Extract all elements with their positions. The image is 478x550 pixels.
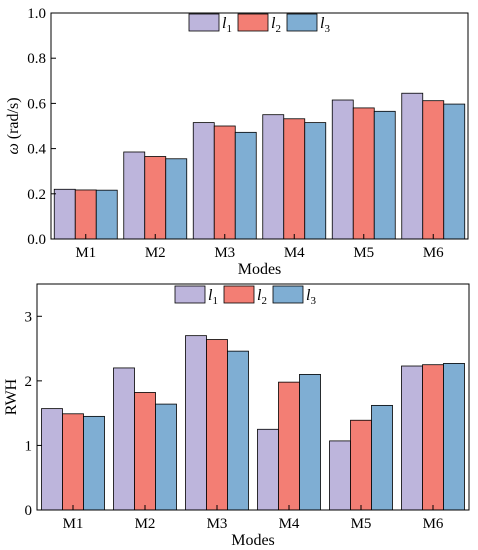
bar-m3-series-1 xyxy=(192,122,215,240)
bar-m6-series-1 xyxy=(401,92,424,240)
x-axis-label: Modes xyxy=(231,532,275,549)
x-tick-label-m1: M1 xyxy=(63,516,84,532)
x-tick-label-m6: M6 xyxy=(423,516,444,532)
x-tick-label-m1: M1 xyxy=(75,245,96,261)
bar-m2-series-1 xyxy=(113,367,135,511)
legend-swatch-2 xyxy=(237,13,269,32)
bar-m2-series-1 xyxy=(123,151,146,240)
legend: l1 l2 l3 xyxy=(174,285,316,307)
bar-m3-series-1 xyxy=(185,335,207,511)
x-tick-label-m2: M2 xyxy=(145,245,166,261)
y-tick-label: 3 xyxy=(25,309,33,325)
legend-swatch-1 xyxy=(188,13,220,32)
bar-m4-series-1 xyxy=(257,428,279,511)
legend-swatch-1 xyxy=(174,285,206,304)
plot-frame xyxy=(36,283,470,511)
bar-m1-series-1 xyxy=(53,188,76,240)
chart-angular-frequency: 0.0 0.2 0.4 0.6 0.8 1.0 M1 M2 M3 M4 M5 M6 Modes ω (ra… xyxy=(5,6,469,278)
bar-m6-series-3 xyxy=(443,363,465,511)
y-tick-label: 0.8 xyxy=(27,51,46,67)
bar-m4-series-2 xyxy=(278,381,300,511)
y-tick-label: 0.0 xyxy=(27,232,46,248)
y-tick-label: 1.0 xyxy=(27,6,46,22)
y-tick-label: 0.4 xyxy=(27,142,46,158)
x-tick-label-m3: M3 xyxy=(207,516,228,532)
bar-m5-series-3 xyxy=(371,404,393,511)
bar-m1-series-3 xyxy=(83,415,105,511)
bar-m4-series-3 xyxy=(304,122,327,240)
legend-label-1: l1 xyxy=(222,15,232,35)
bar-m4-series-1 xyxy=(262,114,285,240)
bar-m5-series-1 xyxy=(329,440,351,511)
bar-m2-series-3 xyxy=(165,158,188,240)
bar-m5-series-2 xyxy=(352,107,375,240)
y-tick-label: 0.2 xyxy=(27,187,46,203)
y-axis-label: ω (rad/s) xyxy=(5,97,22,154)
bar-m3-series-3 xyxy=(234,131,257,240)
bar-m1-series-2 xyxy=(74,189,97,240)
plot-frame xyxy=(50,12,469,240)
bar-m2-series-2 xyxy=(144,156,167,240)
legend-label-3: l3 xyxy=(306,287,316,307)
bar-m1-series-2 xyxy=(62,413,84,511)
bar-m2-series-3 xyxy=(155,403,177,511)
bar-m3-series-2 xyxy=(213,125,236,240)
bar-m6-series-3 xyxy=(443,103,466,240)
legend-label-3: l3 xyxy=(320,15,330,35)
y-tick-label: 1 xyxy=(25,438,33,454)
legend-label-2: l2 xyxy=(257,287,267,307)
y-axis-unit: (rad/s) xyxy=(5,97,22,143)
y-tick-label: 2 xyxy=(25,374,33,390)
bar-m5-series-1 xyxy=(331,99,354,240)
x-axis-label: Modes xyxy=(238,261,282,278)
legend-swatch-3 xyxy=(286,13,318,32)
x-tick-label-m3: M3 xyxy=(214,245,235,261)
legend-label-1: l1 xyxy=(208,287,218,307)
y-axis-symbol: ω xyxy=(5,143,22,154)
x-tick-label-m5: M5 xyxy=(353,245,374,261)
x-tick-label-m4: M4 xyxy=(284,245,305,261)
bar-m5-series-3 xyxy=(373,110,396,240)
x-tick-label-m4: M4 xyxy=(279,516,300,532)
legend: l1 l2 l3 xyxy=(188,13,330,35)
bar-m3-series-3 xyxy=(227,350,249,511)
bar-m6-series-2 xyxy=(422,100,445,240)
y-tick-label: 0.6 xyxy=(27,96,46,112)
legend-swatch-3 xyxy=(272,285,304,304)
x-tick-label-m5: M5 xyxy=(351,516,372,532)
x-tick-label-m6: M6 xyxy=(423,245,444,261)
bar-m3-series-2 xyxy=(206,339,228,511)
bar-m4-series-2 xyxy=(283,118,306,240)
y-axis-label: RWH xyxy=(3,378,20,415)
bar-m6-series-2 xyxy=(422,364,444,511)
bar-m5-series-2 xyxy=(350,419,372,511)
x-tick-label-m2: M2 xyxy=(135,516,156,532)
legend-swatch-2 xyxy=(223,285,255,304)
bar-m6-series-1 xyxy=(401,365,423,511)
chart-rwh: 0 1 2 3 M1 M2 M3 M4 M5 M6 Modes RWH l1 l2 l3 xyxy=(3,283,470,549)
bar-m1-series-1 xyxy=(41,408,63,511)
bar-m2-series-2 xyxy=(134,392,156,511)
legend-label-2: l2 xyxy=(271,15,281,35)
bar-m4-series-3 xyxy=(299,373,321,511)
y-tick-label: 0 xyxy=(25,503,33,519)
bar-m1-series-3 xyxy=(95,189,118,240)
